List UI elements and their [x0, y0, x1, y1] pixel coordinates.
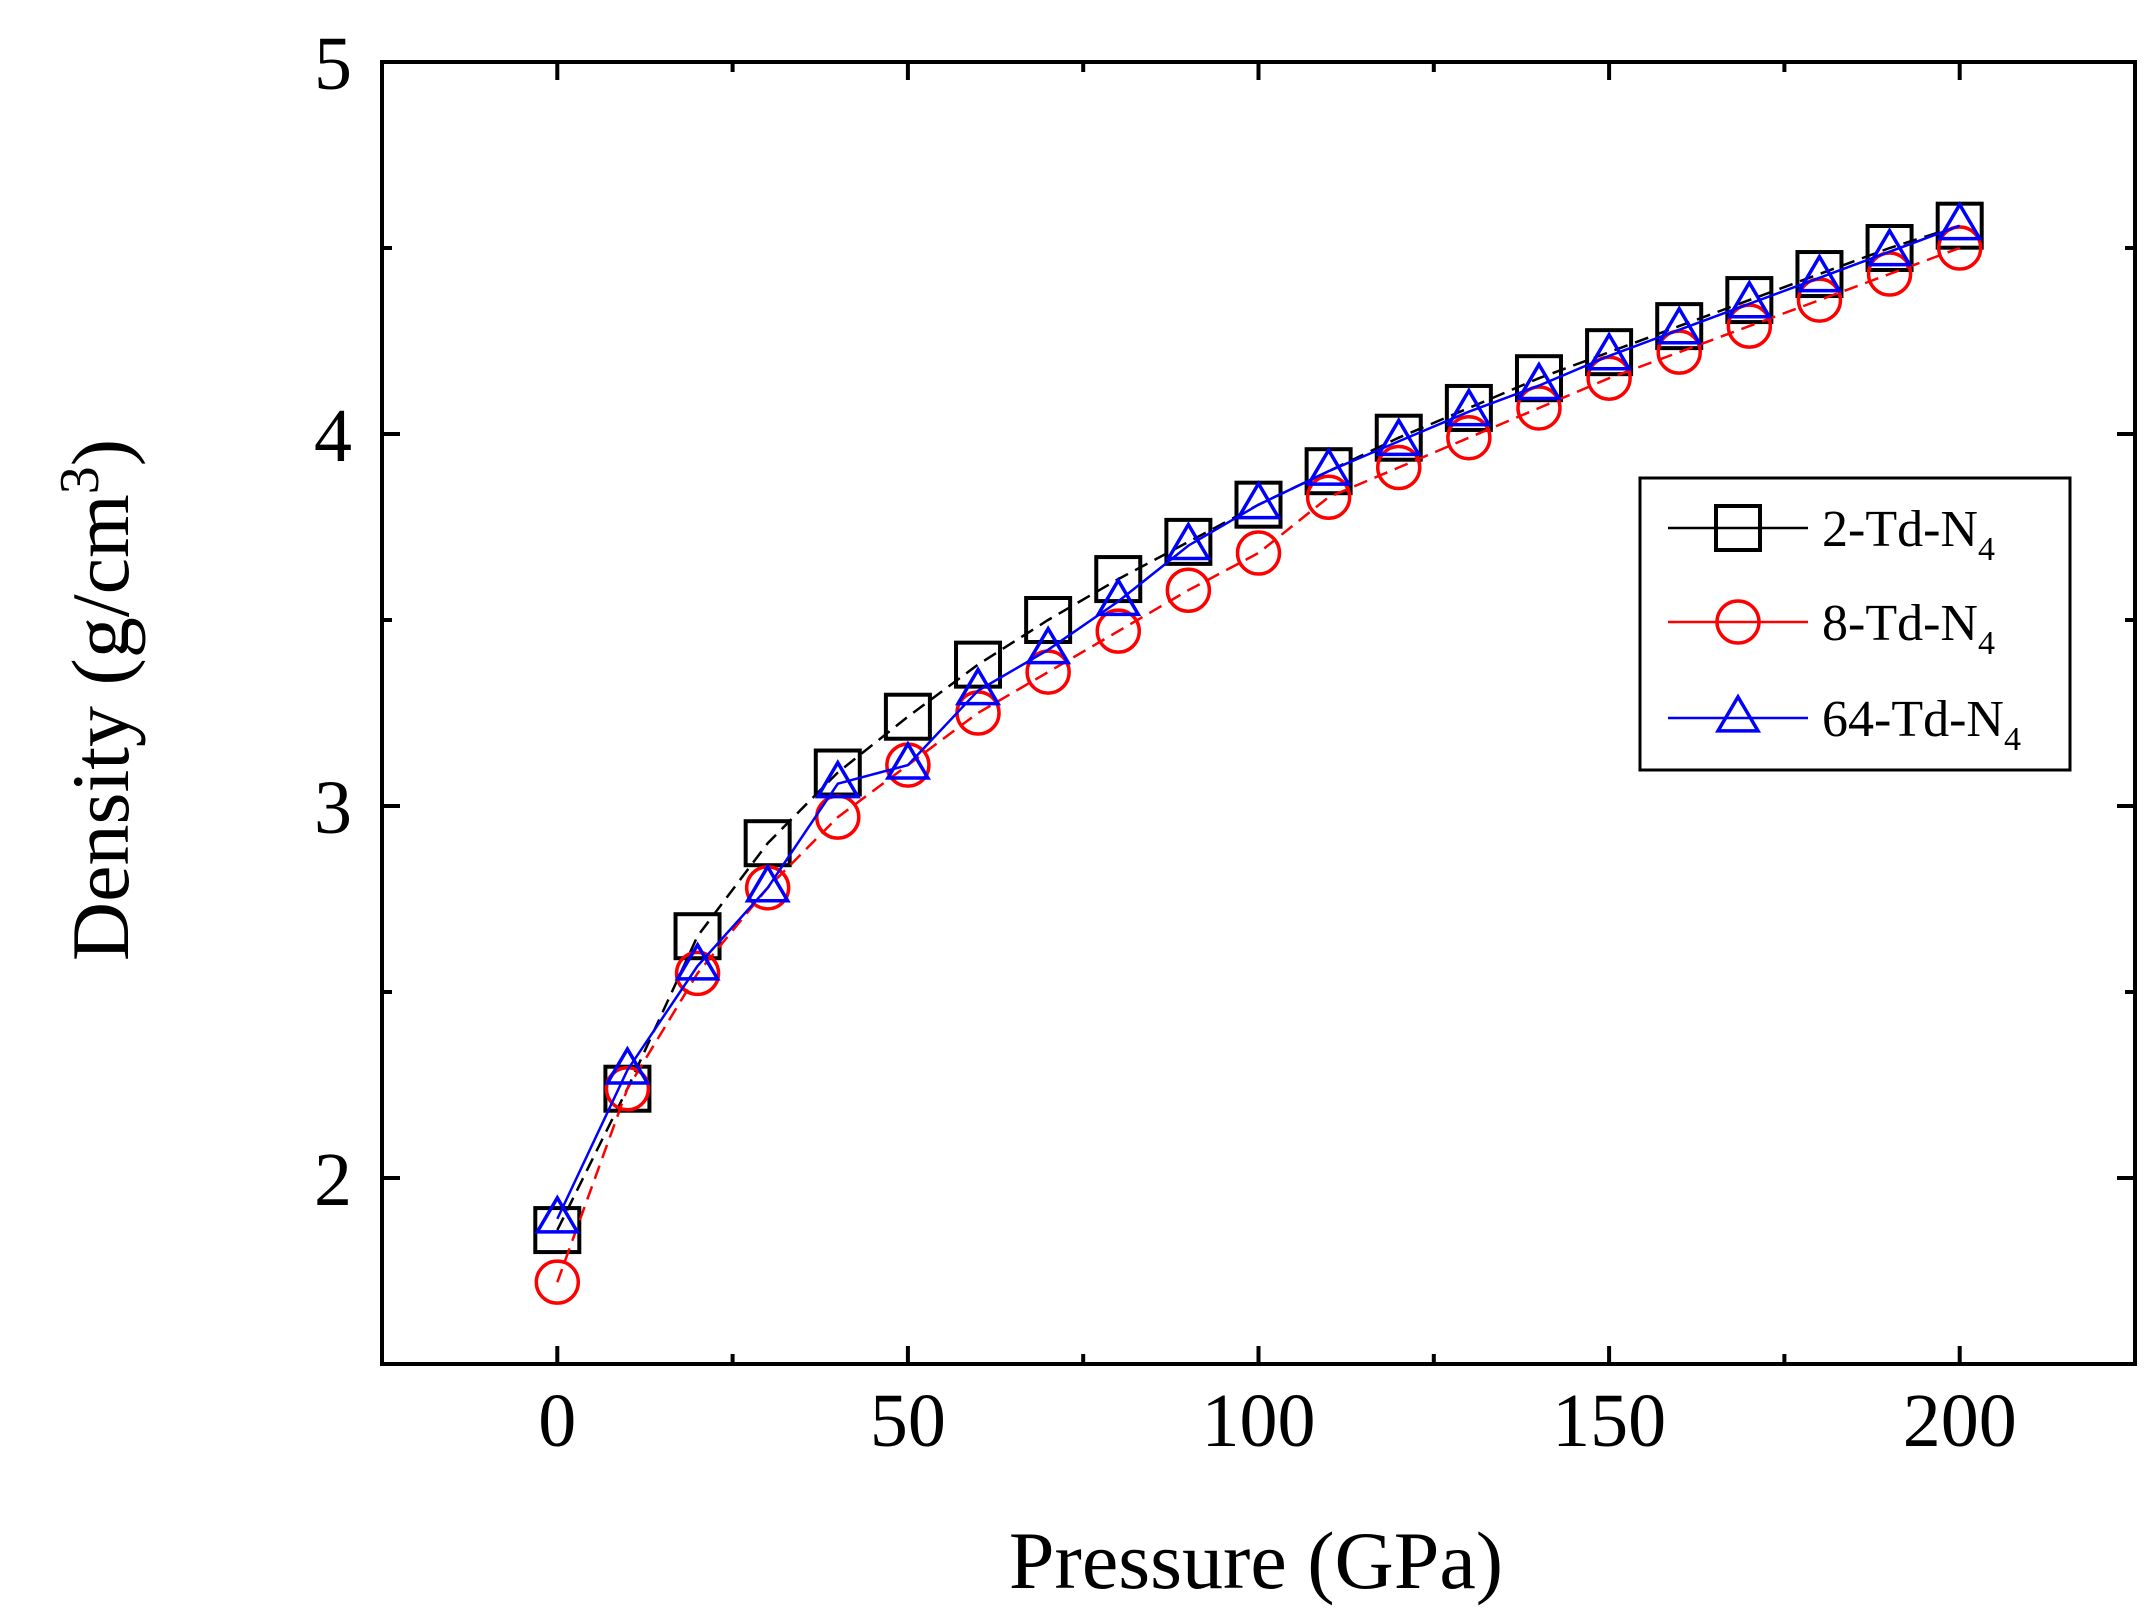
legend-label: 8-Td-N4 — [1822, 595, 1995, 662]
data-point-circle — [534, 1259, 581, 1305]
data-point-circle — [1165, 567, 1212, 613]
data-point-square — [1024, 596, 1073, 644]
data-point-triangle — [954, 666, 1002, 706]
data-point-triangle — [1235, 480, 1282, 520]
x-tick-label: 0 — [538, 1379, 576, 1463]
data-point-square — [883, 692, 932, 741]
data-point-circle — [1796, 277, 1843, 323]
data-point-square — [1795, 250, 1844, 299]
data-point-circle — [1446, 414, 1492, 461]
data-point-triangle — [1866, 227, 1913, 267]
data-point-square — [1725, 276, 1774, 325]
data-point-square — [1444, 383, 1493, 432]
data-point-triangle — [674, 941, 721, 981]
data-point-triangle — [814, 759, 861, 799]
data-point-triangle — [1025, 625, 1072, 665]
legend-marker-square — [1714, 504, 1762, 552]
legend-box — [1638, 476, 2072, 772]
data-point-triangle — [1796, 253, 1843, 293]
data-point-square — [1374, 413, 1423, 462]
data-point-square — [1865, 224, 1914, 272]
data-point-circle — [674, 950, 721, 997]
data-point-triangle — [1936, 201, 1983, 241]
data-point-triangle — [1375, 416, 1422, 457]
legend-marker-circle — [1715, 599, 1761, 645]
legend-label-subscript: 4 — [2004, 721, 2021, 758]
data-point-triangle — [884, 740, 931, 780]
data-point-circle — [604, 1065, 651, 1112]
data-point-triangle — [1586, 331, 1633, 371]
y-axis-title: Density (g/cm3) — [49, 439, 146, 961]
data-point-square — [1655, 302, 1704, 351]
y-axis-title-main: Density (g/cm — [55, 494, 146, 961]
data-point-circle — [1235, 530, 1282, 576]
data-point-square — [1585, 328, 1634, 377]
series-line — [556, 246, 1961, 1283]
data-point-triangle — [1095, 576, 1142, 617]
data-point-triangle — [1445, 387, 1492, 427]
series-triangle — [534, 201, 1983, 1234]
data-point-circle — [1726, 303, 1773, 349]
data-point-triangle — [1726, 279, 1773, 319]
y-axis-title-close: ) — [55, 439, 146, 466]
data-point-triangle — [744, 863, 791, 903]
legend-label-subscript: 4 — [1978, 625, 1995, 662]
data-point-triangle — [604, 1045, 651, 1085]
series-layer — [533, 201, 1984, 1305]
data-point-circle — [1516, 385, 1562, 431]
data-point-circle — [1375, 444, 1422, 491]
legend-label-main: 64-Td-N — [1822, 691, 2004, 748]
data-point-square — [533, 1206, 582, 1255]
data-point-triangle — [1305, 446, 1352, 486]
data-point-circle — [1305, 474, 1352, 520]
x-tick-label: 200 — [1903, 1379, 2017, 1463]
legend-marker-triangle — [1714, 693, 1762, 733]
data-point-triangle — [1515, 361, 1563, 401]
data-point-triangle — [1165, 521, 1212, 561]
x-tick-label: 50 — [870, 1379, 946, 1463]
tick-layer: 0 50 100 150 200 2 3 4 5 — [314, 22, 2135, 1463]
y-axis-title-sup: 3 — [49, 466, 111, 494]
x-tick-label: 100 — [1202, 1379, 1316, 1463]
data-point-circle — [1656, 329, 1702, 375]
x-tick-label: 150 — [1552, 1379, 1666, 1463]
legend-label: 64-Td-N4 — [1822, 691, 2021, 758]
data-point-triangle — [1656, 305, 1703, 345]
data-point-square — [673, 912, 722, 961]
data-point-circle — [955, 690, 1001, 736]
legend-label-main: 8-Td-N — [1822, 595, 1978, 652]
y-tick-label: 5 — [314, 22, 352, 106]
y-tick-label: 2 — [314, 1138, 352, 1222]
y-tick-label: 3 — [314, 766, 352, 850]
legend-label-main: 2-Td-N — [1822, 501, 1978, 558]
data-point-circle — [1095, 608, 1142, 654]
legend-label: 2-Td-N4 — [1822, 501, 1995, 568]
y-tick-label: 4 — [314, 394, 352, 478]
data-point-square — [954, 640, 1003, 689]
legend-label-subscript: 4 — [1978, 531, 1995, 568]
data-point-square — [1164, 517, 1213, 566]
data-point-triangle — [534, 1194, 581, 1234]
series-line — [556, 224, 1961, 1220]
x-axis-title: Pressure (GPa) — [1009, 1515, 1503, 1606]
